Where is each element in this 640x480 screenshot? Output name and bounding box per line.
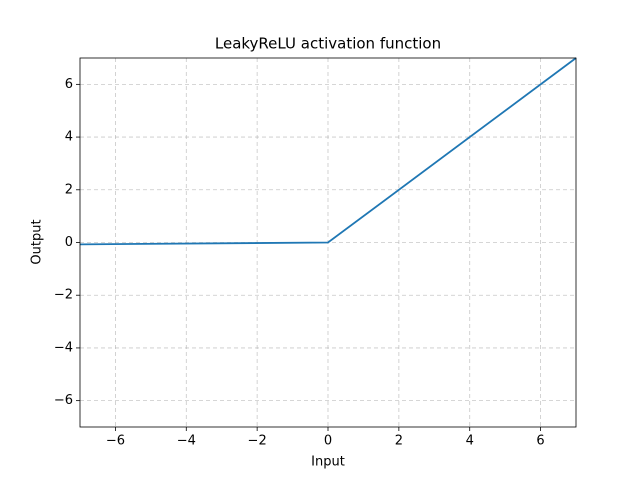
y-tick-label: 0 <box>65 235 73 250</box>
x-tick-label: 4 <box>466 434 474 449</box>
y-tick-label: 4 <box>65 130 73 145</box>
chart-title: LeakyReLU activation function <box>215 35 441 53</box>
x-tick-label: −6 <box>106 434 125 449</box>
y-tick-label: 6 <box>65 77 73 92</box>
x-tick-label: −2 <box>248 434 267 449</box>
x-tick-label: 0 <box>324 434 332 449</box>
y-axis-label: Output <box>30 219 45 264</box>
line-series <box>79 57 577 246</box>
y-tick-label: −4 <box>54 340 73 355</box>
x-tick-label: 6 <box>536 434 544 449</box>
y-tick-label: −6 <box>54 393 73 408</box>
y-tick-label: −2 <box>54 288 73 303</box>
x-tick-label: 2 <box>395 434 403 449</box>
x-axis-label: Input <box>311 455 345 470</box>
axes-frame <box>79 57 577 428</box>
x-tick-label: −4 <box>177 434 196 449</box>
y-tick-label: 2 <box>65 182 73 197</box>
